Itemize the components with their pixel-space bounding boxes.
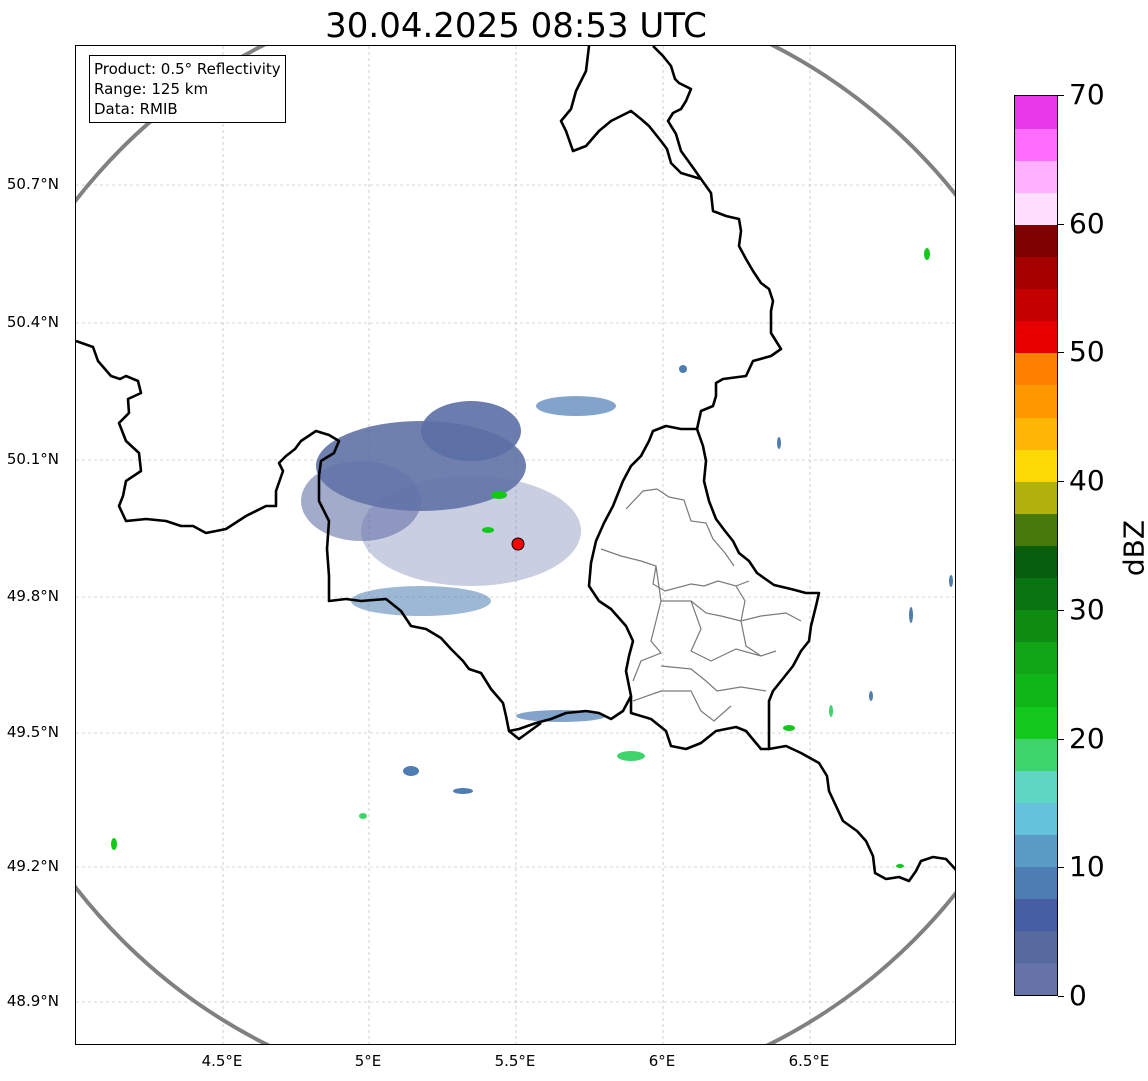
radar-map-canvas <box>76 46 955 1044</box>
echo-cell <box>453 788 473 794</box>
colorbar-tick-label: 70 <box>1069 78 1105 111</box>
colorbar-tick <box>1058 738 1064 740</box>
echo-cell <box>482 527 494 533</box>
colorbar-segment <box>1015 930 1057 964</box>
echo-cluster-core <box>421 401 521 461</box>
colorbar-segment <box>1015 673 1057 707</box>
radar-site-marker[interactable] <box>511 537 525 551</box>
echo-cell <box>359 813 367 819</box>
colorbar-tick <box>1058 95 1064 96</box>
colorbar-segment <box>1015 224 1057 258</box>
echo-cell <box>869 691 873 701</box>
echo-cell <box>949 575 953 587</box>
colorbar-segment <box>1015 352 1057 386</box>
colorbar-segment <box>1015 256 1057 290</box>
colorbar-segment <box>1015 320 1057 354</box>
lat-label: 50.4°N <box>6 313 59 331</box>
echo-cell <box>777 437 781 449</box>
colorbar-unit-label: dBZ <box>1117 519 1148 577</box>
colorbar <box>1014 95 1058 996</box>
colorbar-tick-label: 50 <box>1069 335 1105 369</box>
lon-label: 6°E <box>648 1052 676 1070</box>
echo-cell <box>909 607 913 623</box>
colorbar-tick <box>1058 609 1064 611</box>
province-borders <box>600 488 802 722</box>
colorbar-tick <box>1058 481 1064 483</box>
echo-scatter-center <box>361 476 581 586</box>
colorbar-segment <box>1015 609 1057 643</box>
lon-label: 5.5°E <box>494 1052 536 1070</box>
colorbar-segment <box>1015 866 1057 900</box>
colorbar-segment <box>1015 898 1057 932</box>
echo-cell <box>679 365 687 373</box>
echo-cell <box>924 248 930 260</box>
colorbar-tick-label: 0 <box>1069 979 1087 1012</box>
echo-cell <box>783 725 795 731</box>
echo-cluster-west <box>301 461 421 541</box>
colorbar-tick <box>1058 867 1064 869</box>
colorbar-tick-label: 60 <box>1069 206 1105 240</box>
colorbar-segment <box>1015 384 1057 418</box>
colorbar-segment <box>1015 834 1057 868</box>
lat-label: 49.5°N <box>6 723 59 741</box>
echo-cell <box>617 751 645 761</box>
lon-label: 4.5°E <box>201 1052 243 1070</box>
map-title: 30.04.2025 08:53 UTC <box>325 6 707 46</box>
echo-cell <box>111 838 117 850</box>
colorbar-tick-label: 10 <box>1069 850 1105 884</box>
lat-label: 49.2°N <box>6 857 59 875</box>
echo-cell <box>896 864 904 868</box>
lat-label: 49.8°N <box>6 587 59 605</box>
echo-cluster-north <box>536 396 616 416</box>
radar-map[interactable] <box>75 45 956 1045</box>
colorbar-tick-label: 30 <box>1069 592 1105 626</box>
colorbar-tick <box>1058 223 1064 225</box>
colorbar-segment <box>1015 481 1057 514</box>
colorbar-segment <box>1015 288 1057 322</box>
lat-label: 50.1°N <box>6 450 59 468</box>
colorbar-segment <box>1015 962 1057 996</box>
lat-label: 50.7°N <box>6 175 59 193</box>
radar-echoes <box>111 248 953 868</box>
colorbar-segment <box>1015 128 1057 161</box>
range-label: Range: 125 km <box>94 80 209 98</box>
colorbar-segment <box>1015 577 1057 611</box>
echo-cell <box>491 491 507 499</box>
colorbar-tick-label: 20 <box>1069 721 1105 755</box>
echo-cell <box>403 766 419 776</box>
colorbar-segment <box>1015 160 1057 193</box>
echo-band-south <box>351 586 491 616</box>
colorbar-tick <box>1058 352 1064 354</box>
product-info-box: Product: 0.5° Reflectivity Range: 125 km… <box>89 55 286 123</box>
colorbar-segment <box>1015 96 1057 129</box>
colorbar-tick <box>1058 996 1064 997</box>
colorbar-segment <box>1015 738 1057 771</box>
national-borders <box>76 46 955 883</box>
colorbar-segment <box>1015 417 1057 450</box>
lat-label: 48.9°N <box>6 992 59 1010</box>
colorbar-segment <box>1015 706 1057 739</box>
colorbar-segment <box>1015 802 1057 835</box>
colorbar-segment <box>1015 641 1057 675</box>
lon-label: 6.5°E <box>788 1052 830 1070</box>
colorbar-segment <box>1015 449 1057 482</box>
lon-label: 5°E <box>354 1052 382 1070</box>
data-source-label: Data: RMIB <box>94 100 178 118</box>
product-label: Product: 0.5° Reflectivity <box>94 60 281 78</box>
echo-cell <box>829 705 833 717</box>
colorbar-segment <box>1015 545 1057 579</box>
colorbar-segment <box>1015 513 1057 546</box>
colorbar-segment <box>1015 770 1057 803</box>
colorbar-tick-label: 40 <box>1069 464 1105 498</box>
colorbar-segment <box>1015 192 1057 225</box>
